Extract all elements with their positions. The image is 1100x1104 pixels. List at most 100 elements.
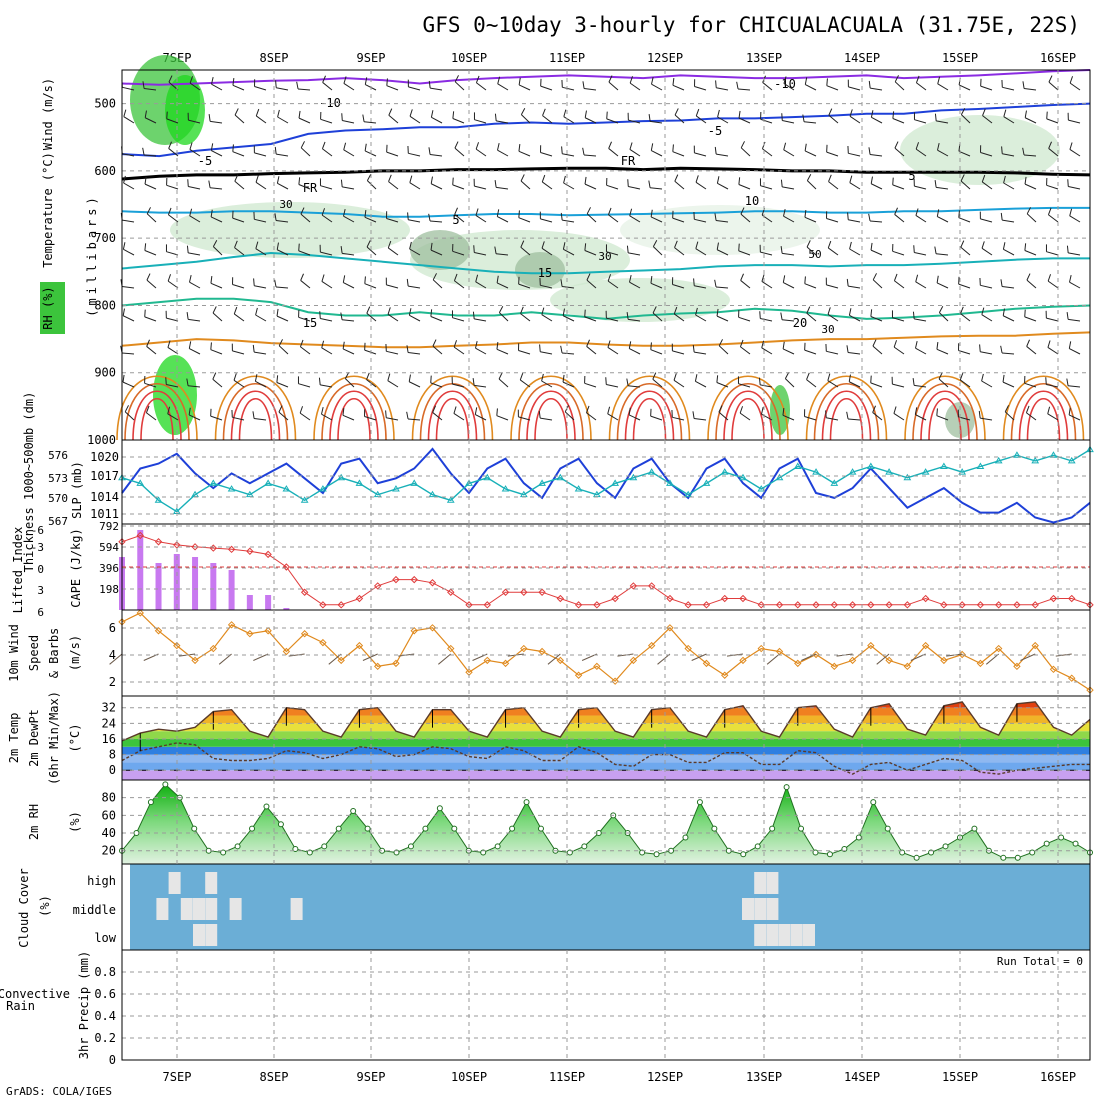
barb-flag (540, 145, 542, 153)
chart-title: GFS 0~10day 3-hourly for CHICUALACUALA (… (423, 13, 1080, 37)
barb-flag (255, 175, 259, 183)
wind-barb (1000, 345, 1015, 355)
cape-bar (137, 530, 144, 610)
rh-shade (550, 278, 730, 322)
barb-staff (584, 183, 597, 190)
lifted-index-line (121, 534, 1091, 606)
barb-flag (321, 141, 326, 149)
barb-flag (364, 276, 366, 284)
wind-barb (827, 240, 839, 256)
rh-marker (191, 825, 198, 832)
barb-flag (428, 213, 431, 222)
barb-staff (540, 284, 553, 289)
barb-flag (806, 372, 810, 380)
barb-flag (496, 408, 498, 416)
wind-barb (1002, 374, 1015, 388)
barb-staff (475, 414, 487, 421)
wind-barb (364, 342, 377, 355)
wind-speed-marker (1013, 662, 1021, 671)
barb-flag (186, 312, 189, 320)
wind-barb (253, 278, 267, 289)
barb-staff (826, 284, 839, 289)
wind-speed-marker (812, 650, 820, 659)
barb-staff (607, 280, 619, 289)
barb-staff (1069, 149, 1081, 157)
barb-staff (232, 350, 245, 355)
rh-marker (277, 821, 284, 828)
wind-barb-10m (253, 653, 269, 661)
isotherm-loop (116, 375, 198, 441)
barb-staff (1024, 88, 1037, 91)
barb-flag (828, 108, 833, 116)
wind-barb (608, 141, 619, 157)
barb-flag (406, 278, 409, 287)
barb-flag (717, 109, 720, 118)
wind-barb (299, 406, 311, 421)
wind-barb (891, 310, 905, 322)
barb-staff (166, 384, 179, 388)
barb-flag (234, 240, 238, 248)
lifted-index-marker (830, 601, 839, 609)
barb-flag (342, 341, 345, 350)
wind-barb (914, 407, 927, 421)
lifted-index-marker (848, 601, 857, 609)
barb-flag (716, 176, 720, 184)
barb-staff (782, 348, 795, 355)
barb-flag (1024, 309, 1026, 317)
barb-staff (650, 187, 663, 190)
barb-flag (650, 143, 654, 151)
rh-marker (1058, 834, 1065, 841)
barb-flag (276, 242, 279, 250)
wind-barb (496, 342, 509, 355)
lifted-index-marker (1068, 594, 1076, 603)
lifted-index-marker (538, 588, 546, 596)
barb-flag (452, 177, 454, 185)
thickness-marker (392, 485, 400, 492)
barb-flag (695, 241, 699, 249)
isotherm-loop (624, 390, 675, 441)
isotherm-loop (1018, 390, 1069, 441)
barb-flag (979, 211, 981, 219)
barb-staff (321, 347, 333, 355)
isotherm-loop (829, 397, 864, 441)
barb-staff (409, 115, 421, 124)
wind-barb (255, 108, 267, 124)
barb-flag (146, 273, 151, 281)
barb-flag (428, 147, 431, 155)
contour-label: -5 (708, 124, 722, 138)
cape-bar (283, 608, 290, 610)
cloud-cell (229, 898, 242, 920)
barb-flag (165, 377, 167, 385)
barb-staff (980, 351, 993, 355)
barb-staff (849, 314, 861, 322)
barb-flag (562, 242, 566, 250)
wind-barb (298, 243, 311, 256)
barb-flag (408, 374, 411, 382)
barb-staff (386, 284, 399, 289)
barb-flag (738, 177, 741, 185)
barb-staff (188, 414, 201, 421)
rh-marker (653, 851, 660, 858)
barb-flag (496, 275, 499, 284)
thickness-marker (629, 473, 638, 481)
barb-flag (1047, 340, 1051, 348)
barb-staff (387, 247, 399, 256)
wind-tick: 4 (109, 648, 116, 662)
wind-barb (475, 208, 487, 223)
barb-staff (894, 81, 905, 91)
barb-flag (672, 144, 674, 152)
barb-staff (496, 282, 509, 289)
barb-flag (827, 373, 831, 381)
barb-staff (740, 213, 751, 223)
barb-staff (674, 180, 685, 190)
barb-staff (288, 653, 305, 657)
barb-flag (629, 76, 634, 84)
wind-barb (979, 344, 993, 355)
barb-flag (518, 343, 520, 351)
wind-barb (364, 210, 377, 223)
isotherm-loop (723, 390, 773, 441)
barb-staff (541, 247, 553, 256)
isotherm-loop (813, 383, 880, 441)
precip-ylabel: 3hr Precip (mm) (77, 951, 91, 1059)
wind-barb (364, 409, 377, 421)
